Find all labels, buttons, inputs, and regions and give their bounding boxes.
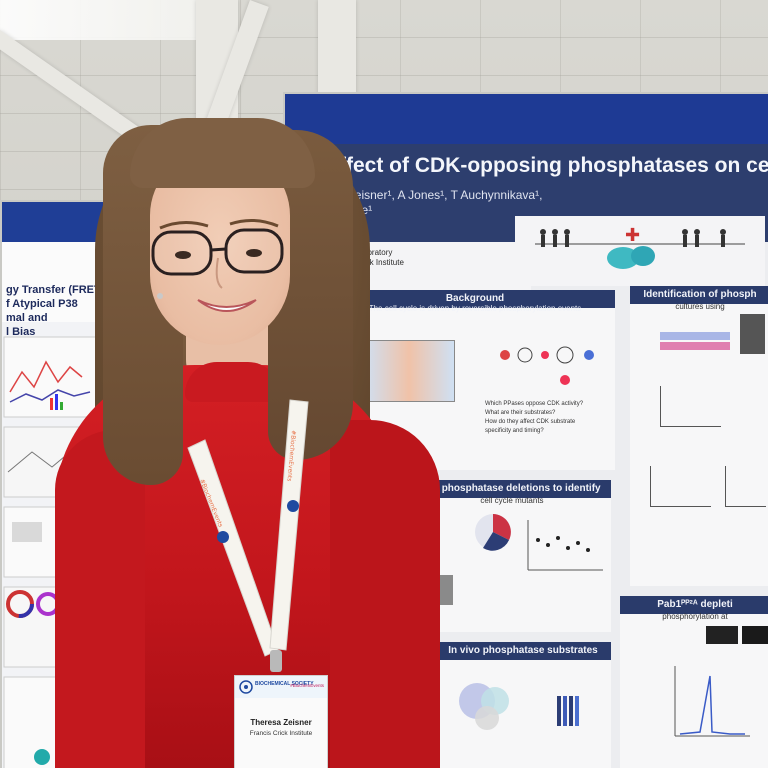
trace-plot: [674, 666, 750, 737]
svg-text:#BiochemEvents: #BiochemEvents: [286, 430, 297, 482]
cell-cycle-plot: [363, 340, 455, 402]
section-title: Pab1ᴾᴾ²ᴬ depleti: [657, 599, 733, 610]
section-heading: Background: [335, 290, 615, 308]
bullet-item: How do they affect CDK substrate: [485, 419, 576, 425]
poster-title: Effect of CDK-opposing phosphatases on c…: [325, 154, 768, 177]
section-subtitle: phosphorylation at: [662, 612, 728, 621]
poster-authors-line: T U Zeisner¹, A Jones¹, T Auchynnikava¹,: [325, 188, 543, 202]
hair-top: [130, 118, 315, 188]
svg-text:✚: ✚: [625, 225, 640, 246]
badge-organization: Francis Crick Institute: [249, 730, 313, 737]
name-badge: BIOCHEMICAL SOCIETY #BiochemEvents There…: [234, 675, 328, 768]
section-heading: In vivo phosphatase substrates: [435, 642, 611, 660]
heatmap-row: [660, 342, 730, 350]
section-subtitle: The cell cycle is driven by reversible p…: [368, 304, 582, 313]
sweater-collar: [185, 362, 280, 402]
phosphorylation-diagram: [500, 346, 594, 385]
left-poster-title-line: mal and: [6, 312, 48, 324]
microscopy-image: [706, 626, 738, 644]
badge-header: BIOCHEMICAL SOCIETY #BiochemEvents: [235, 676, 327, 698]
substrates-section: In vivo phosphatase substrates: [435, 642, 611, 768]
ceiling-beam: [318, 0, 356, 95]
identification-section: Identification of phosph cultures using: [630, 286, 768, 586]
left-poster-title-line: gy Transfer (FRET): [6, 284, 105, 296]
deletions-section: t of phosphatase deletions to identify c…: [413, 480, 611, 632]
line-plot: [725, 466, 766, 507]
section-title: Background: [445, 293, 505, 304]
left-poster-title-line: l Bias: [6, 326, 36, 338]
badge-logo-text: BIOCHEMICAL SOCIETY: [255, 681, 314, 687]
section-subtitle: cell cycle mutants: [480, 496, 544, 505]
section-title: Identification of phosph: [643, 289, 757, 300]
left-arm: [55, 430, 145, 768]
section-subtitle: cultures using: [675, 302, 725, 311]
section-title: t of phosphatase deletions to identify: [423, 483, 601, 494]
microscopy-image: [742, 626, 768, 644]
poster-board-frame: [285, 94, 768, 152]
bullet-item: What are their substrates?: [485, 410, 556, 416]
section-heading: Identification of phosph: [630, 286, 768, 304]
pab-section: Pab1ᴾᴾ²ᴬ depleti phosphorylation at: [620, 596, 768, 768]
left-poster-title-line: f Atypical P38: [6, 298, 78, 310]
heatmap-row: [660, 332, 730, 340]
section-heading: t of phosphatase deletions to identify: [413, 480, 611, 498]
venn-and-bar-figures: [459, 683, 579, 730]
ceiling-light: [0, 0, 230, 40]
section-title: In vivo phosphatase substrates: [448, 645, 598, 656]
line-plot: [650, 466, 711, 507]
bullet-item: Which PPases oppose CDK activity?: [485, 401, 584, 407]
blot-image: [740, 314, 765, 354]
background-bullets: Which PPases oppose CDK activity? What a…: [485, 400, 583, 436]
right-arm: [330, 420, 440, 768]
badge-name: Theresa Zeisner: [250, 718, 312, 727]
scatter-plot: [660, 386, 721, 427]
tug-of-war-illustration: ✚: [515, 216, 765, 286]
badge-hashtag: #BiochemEvents: [290, 683, 324, 688]
section-heading: Pab1ᴾᴾ²ᴬ depleti: [620, 596, 768, 614]
bullet-item: specificity and timing?: [485, 428, 544, 434]
biochemical-society-logo-icon: [239, 680, 253, 694]
